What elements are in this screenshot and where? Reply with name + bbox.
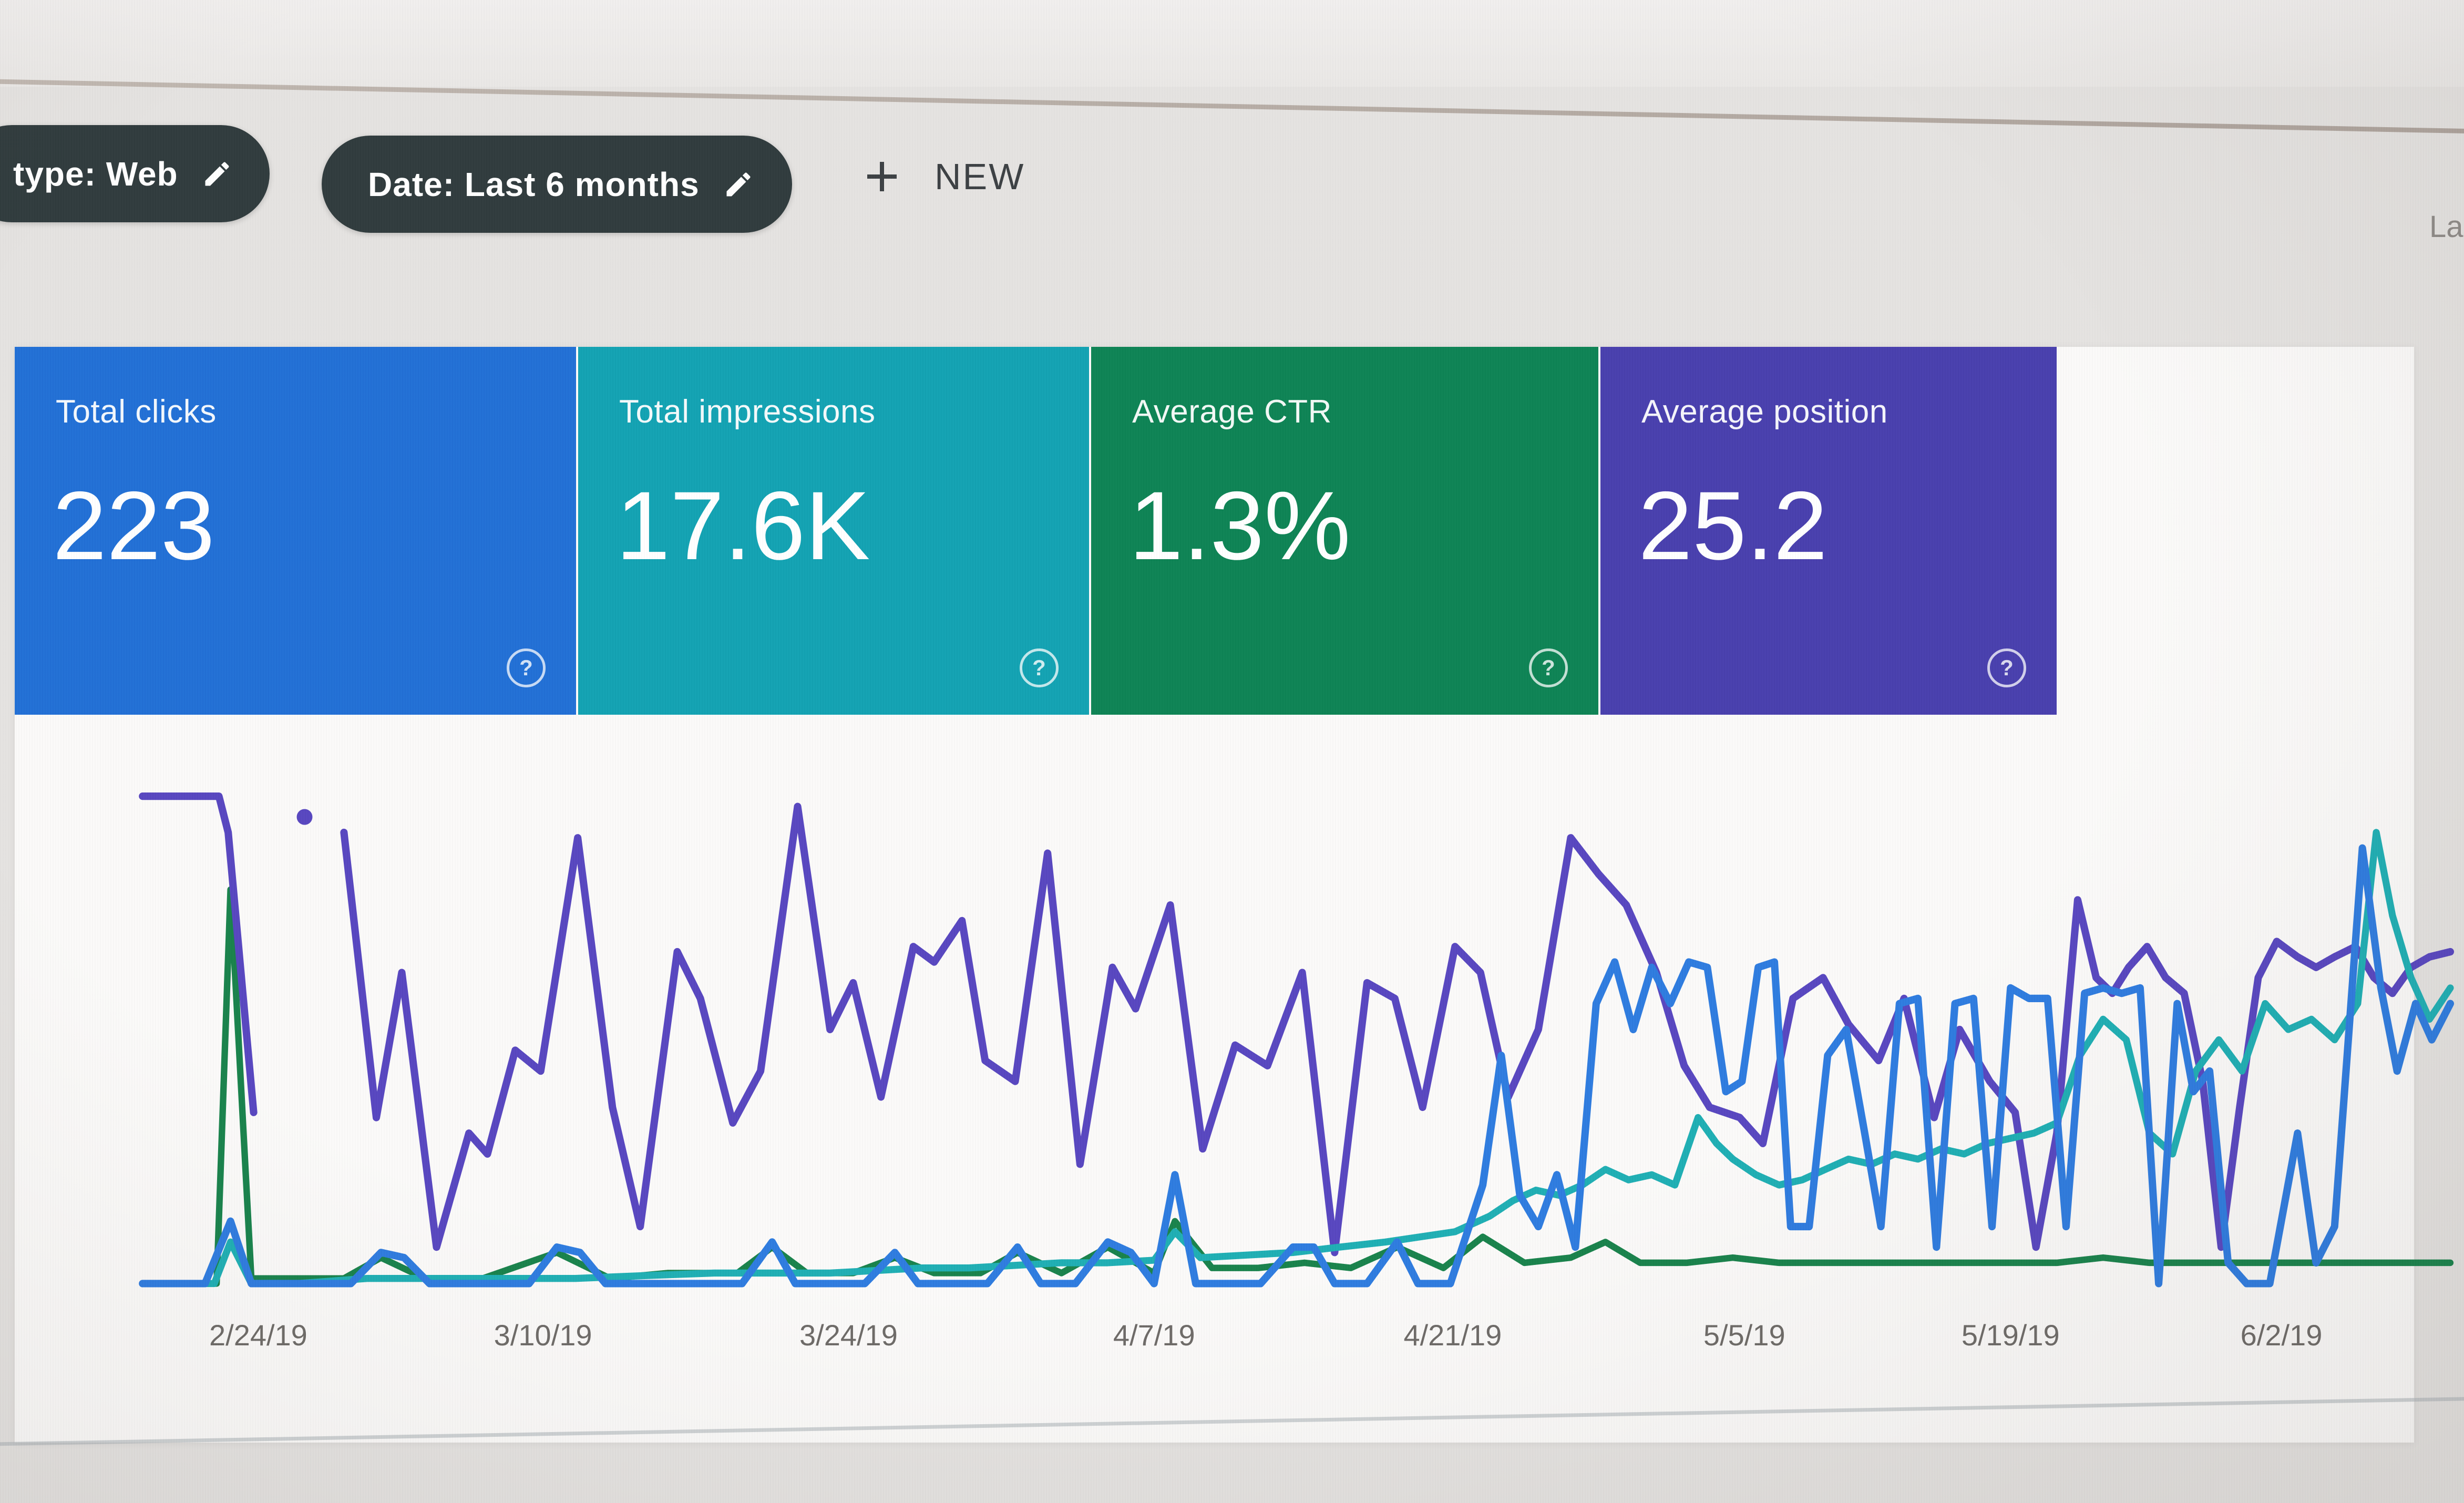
x-axis-label: 5/19/19 (1961, 1319, 2060, 1352)
pencil-icon (726, 172, 751, 196)
filter-chip-label: Date: Last 6 months (368, 165, 700, 203)
x-axis-label: 3/10/19 (494, 1319, 592, 1352)
filter-chip-date-range[interactable]: Date: Last 6 months (322, 136, 792, 233)
filter-chip-label: type: Web (13, 155, 178, 193)
series-point-position (296, 809, 313, 825)
new-filter-button-label: NEW (935, 156, 1025, 197)
series-line-position (139, 792, 258, 1116)
series-line-clicks (139, 844, 2455, 1288)
metric-card-value: 1.3% (1129, 472, 1351, 580)
metric-card-average-ctr[interactable]: Average CTR 1.3% ? (1091, 347, 1598, 715)
help-icon[interactable]: ? (1529, 648, 1568, 687)
metric-card-value: 223 (53, 472, 215, 580)
performance-chart (136, 761, 2455, 1298)
metric-card-title: Average CTR (1132, 394, 1332, 430)
metric-card-value: 25.2 (1638, 472, 1828, 580)
screen-top-strip (0, 0, 2464, 87)
x-axis-label: 4/21/19 (1403, 1319, 1502, 1352)
metric-card-title: Average position (1641, 394, 1888, 430)
x-axis-label: 6/2/19 (2240, 1319, 2323, 1352)
series-line-position (340, 802, 2455, 1257)
metric-card-average-position[interactable]: Average position 25.2 ? (1600, 347, 2057, 715)
help-icon[interactable]: ? (1987, 648, 2026, 687)
x-axis-label: 5/5/19 (1703, 1319, 1785, 1352)
filter-chip-search-type[interactable]: type: Web (0, 125, 270, 222)
x-axis-label: 4/7/19 (1113, 1319, 1195, 1352)
plus-icon (867, 162, 897, 191)
pencil-icon (205, 161, 229, 186)
help-icon[interactable]: ? (507, 648, 546, 687)
x-axis-label: 2/24/19 (209, 1319, 307, 1352)
browser-top-edge-line (0, 79, 2464, 135)
x-axis-labels: 2/24/19 3/10/19 3/24/19 4/7/19 4/21/19 5/5/19… (136, 1318, 2450, 1365)
metric-card-value: 17.6K (616, 472, 870, 580)
last-updated-partial-text: La (2429, 210, 2463, 244)
metric-card-title: Total clicks (56, 394, 217, 430)
help-icon[interactable]: ? (1020, 648, 1059, 687)
new-filter-button[interactable]: NEW (857, 151, 1025, 202)
series-line-ctr (139, 886, 2454, 1287)
metric-card-total-clicks[interactable]: Total clicks 223 ? (15, 347, 576, 715)
x-axis-label: 3/24/19 (799, 1319, 898, 1352)
performance-chart-canvas (139, 792, 2455, 1288)
metric-card-total-impressions[interactable]: Total impressions 17.6K ? (578, 347, 1089, 715)
series-line-impressions (139, 829, 2454, 1288)
metric-card-title: Total impressions (619, 394, 876, 430)
